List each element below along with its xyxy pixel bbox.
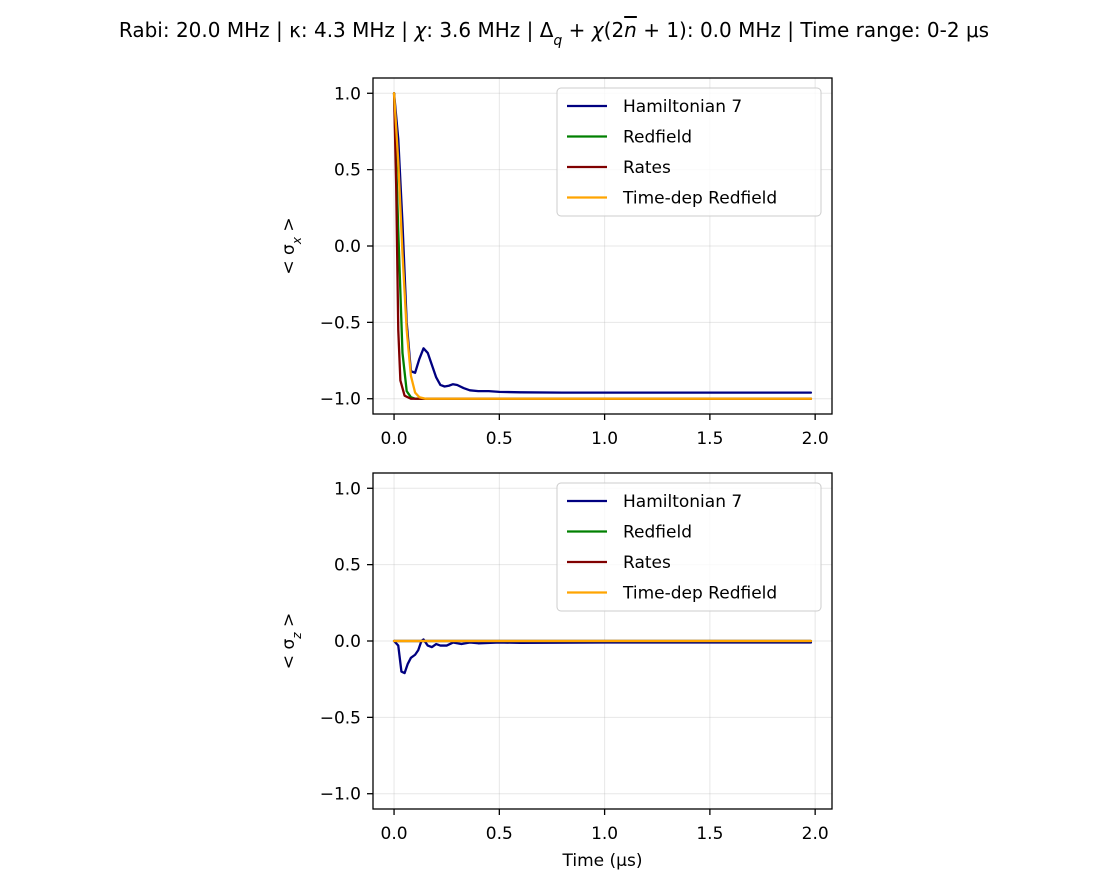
y-tick-label: 1.0 (334, 84, 361, 104)
legend-box (556, 482, 822, 612)
sigma-z-subplot: 0.0 0.5 1.0 1.5 2.0 1.0 0.5 0.0 −0.5 −1.0 < σz > Ti… (279, 472, 833, 871)
x-tick-label: 1.0 (591, 824, 618, 844)
y-axis-label: < σx > (279, 217, 304, 274)
x-tick-label: 1.5 (696, 429, 723, 449)
figure-title: Rabi: 20.0 MHz | κ: 4.3 MHz | χ: 3.6 MHz… (119, 18, 989, 49)
y-tick-label: −1.0 (320, 390, 361, 410)
series-lines (392, 92, 813, 400)
series-lines (392, 638, 813, 675)
y-tick-label: 0.0 (334, 632, 361, 652)
x-tick-label: 2.0 (802, 429, 829, 449)
legend-label: Redfield (623, 523, 692, 543)
legend: Hamiltonian 7 Redfield Rates Time-dep Redfi… (556, 87, 822, 217)
legend-label: Rates (623, 553, 671, 573)
y-axis-label: < σz > (279, 613, 304, 669)
y-tick-label: 0.0 (334, 237, 361, 257)
y-tick-label: 0.5 (334, 556, 361, 576)
y-tick-label: −1.0 (320, 785, 361, 805)
x-tick-label: 2.0 (802, 824, 829, 844)
x-axis-label: Time (μs) (562, 851, 643, 871)
y-tick-label: −0.5 (320, 708, 361, 728)
legend-label: Hamiltonian 7 (623, 97, 742, 117)
x-tick-label: 0.5 (486, 429, 513, 449)
legend: Hamiltonian 7 Redfield Rates Time-dep Redfi… (556, 482, 822, 612)
y-tick-label: 0.5 (334, 161, 361, 181)
x-tick-label: 0.0 (381, 824, 408, 844)
legend-label: Rates (623, 158, 671, 178)
y-tick-label: 1.0 (334, 479, 361, 499)
legend-box (556, 87, 822, 217)
legend-label: Hamiltonian 7 (623, 492, 742, 512)
legend-label: Time-dep Redfield (622, 189, 777, 209)
sigma-x-subplot: 0.0 0.5 1.0 1.5 2.0 1.0 0.5 0.0 −0.5 −1.0 < σx > Ha… (279, 77, 833, 449)
legend-label: Redfield (623, 128, 692, 148)
series-line-hamiltonian-7 (392, 638, 813, 675)
x-tick-label: 1.0 (591, 429, 618, 449)
series-line-time-dep-redfield (392, 92, 813, 400)
legend-label: Time-dep Redfield (622, 584, 777, 604)
x-tick-label: 0.5 (486, 824, 513, 844)
x-tick-label: 1.5 (696, 824, 723, 844)
y-tick-label: −0.5 (320, 313, 361, 333)
x-tick-label: 0.0 (381, 429, 408, 449)
